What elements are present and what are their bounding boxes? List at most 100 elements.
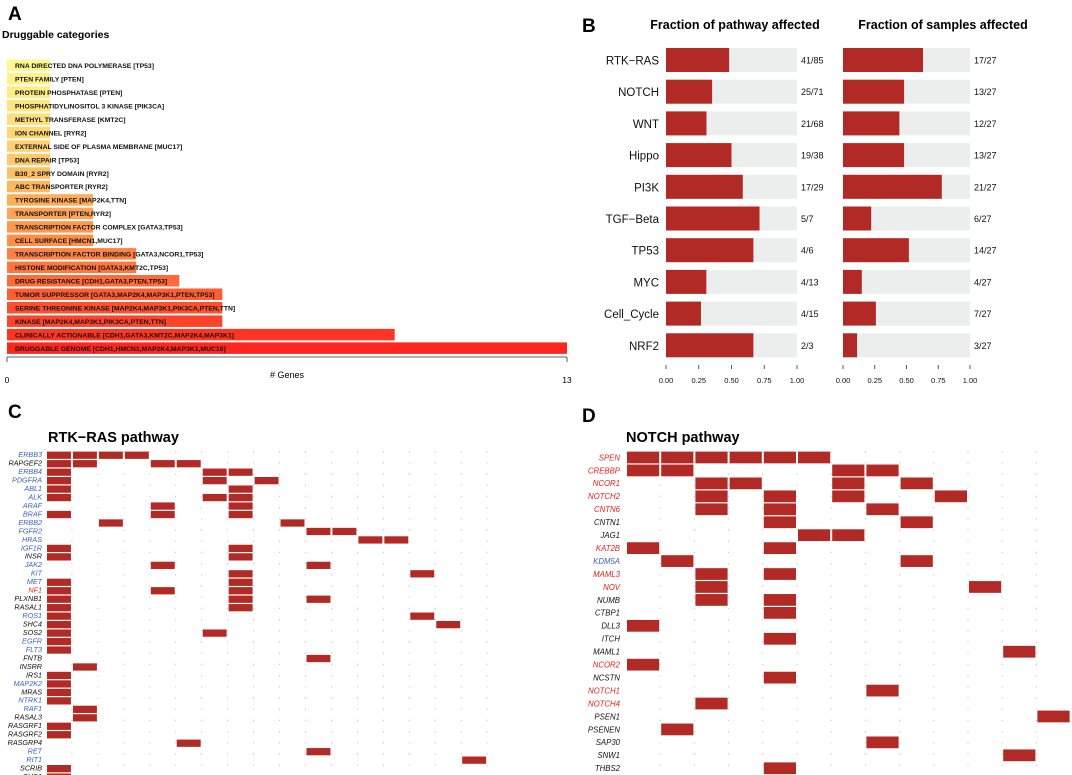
panel-c-alteration-map2k2 (47, 680, 71, 688)
panel-c-alteration-pdgfra (254, 477, 279, 485)
panel-c-alteration-jak2 (306, 561, 331, 569)
panel-a-xlabel: # Genes (270, 370, 305, 380)
panel-d-gene-label-notch2: NOTCH2 (588, 492, 621, 501)
panel-d-gene-label-notch4: NOTCH4 (588, 699, 621, 708)
panel-c-gene-label-erbb4: ERBB4 (18, 467, 42, 476)
panel-d-gene-label-snw1: SNW1 (597, 751, 620, 760)
panel-c-gene-label-rasgrf2: RASGRF2 (8, 730, 42, 739)
panel-b-category-cell-cycle: Cell_Cycle (604, 309, 659, 321)
panel-a-title: Druggable categories (2, 29, 110, 41)
panel-a-bar-label: B30_2 SPRY DOMAIN [RYR2] (15, 171, 109, 178)
panel-b-xtick-label: 0.75 (757, 376, 772, 385)
panel-d-alteration-spen (695, 451, 728, 464)
panel-c-gene-label-fntb: FNTB (23, 653, 42, 662)
panel-b-xtick-label: 0.00 (836, 376, 851, 385)
panel-a-bar-label: PTEN FAMILY [PTEN] (15, 76, 84, 83)
panel-c-gene-label-sos2: SOS2 (23, 628, 42, 637)
panel-b-category-rtk-ras: RTK−RAS (606, 56, 659, 68)
panel-a-bar-label: SERINE THREONINE KINASE [MAP2K4,MAP3K1,P… (15, 305, 235, 312)
panel-d-alteration-cntn1 (763, 516, 796, 529)
panel-d-gene-label-psen1: PSEN1 (594, 712, 620, 721)
panel-d-alteration-spen (627, 451, 660, 464)
panel-c-alteration-hras (384, 536, 409, 544)
panel-a-bar-cell-surface-hmcn1-muc17 (7, 234, 94, 247)
panel-c-alteration-braf (150, 510, 175, 519)
panel-b-xtick-label: 1.00 (963, 376, 978, 385)
panel-c-alteration-igf1r (228, 544, 253, 553)
panel-b-bar-pathway-wnt (666, 111, 707, 136)
panel-c-alteration-kit (228, 570, 253, 578)
panel-d-alteration-numb (695, 594, 728, 606)
panel-c-gene-label-alk: ALK (27, 492, 43, 501)
panel-a-bar-label: TRANSPORTER [PTEN,RYR2] (15, 211, 111, 218)
panel-d-alteration-thbs2 (763, 762, 796, 775)
panel-d-gene-label-thbs2: THBS2 (595, 764, 621, 773)
panel-d-alteration-crebbp (832, 464, 865, 477)
panel-d-alteration-ncstn (763, 671, 796, 684)
panel-c-gene-label-scrib: SCRIB (20, 763, 42, 772)
panel-b-value-label: 4/13 (801, 277, 819, 287)
panel-b-value-label: 3/27 (974, 341, 992, 351)
panel-c-alteration-rasal3 (72, 714, 97, 722)
panel-d-alteration-kdm5a (661, 555, 694, 567)
panel-d-alteration-cntn6 (866, 503, 899, 516)
panel-d-alteration-nov (969, 581, 1002, 593)
panel-c-alteration-mras (47, 688, 71, 697)
panel-b-value-label: 4/6 (801, 246, 814, 256)
panel-d-alteration-dll3 (627, 619, 660, 632)
panel-c-alteration-alk (228, 493, 253, 502)
panel-c-grid: ERBB3RAPGEF2ERBB4PDGFRAABL1ALKARAFBRAFER… (8, 450, 488, 775)
panel-b-bar-samples-wnt (843, 111, 900, 136)
panel-d-alteration-jag1 (798, 529, 831, 542)
panel-b-bar-samples-hippo (843, 143, 905, 168)
panel-b-value-label: 25/71 (801, 87, 824, 97)
panel-b-bg-samples (843, 269, 970, 294)
panel-d-alteration-spen (798, 451, 831, 464)
panel-c-alteration-ret (306, 748, 331, 756)
panel-a-bar-label: ION CHANNEL [RYR2] (15, 130, 86, 137)
panel-c-gene-label-ret: RET (28, 747, 43, 756)
panel-c-gene-label-shc4: SHC4 (23, 619, 42, 628)
panel-b-bar-pathway-hippo (666, 143, 732, 168)
panel-c-alteration-erbb2 (280, 519, 305, 527)
panel-label-a: A (8, 4, 22, 25)
panel-d-alteration-ncor2 (627, 658, 660, 671)
panel-a-bar-phosphatidylinositol-3-kinase-pik3ca (7, 99, 51, 112)
panel-a-bar-pten-family-pten (7, 72, 51, 85)
panel-a-bar-drug-resistance-cdh1-gata3-pten-tp53 (7, 275, 180, 287)
panel-b-title-left: Fraction of pathway affected (650, 18, 819, 32)
panel-d-alteration-cntn6 (763, 503, 796, 516)
panel-c-gene-label-raf1: RAF1 (24, 704, 42, 713)
panel-c-alteration-insr (47, 553, 71, 561)
panel-c-alteration-fntb (306, 654, 331, 663)
panel-a-bars: RNA DIRECTED DNA POLYMERASE [TP53] PTEN F… (7, 59, 567, 358)
panel-a-xtick-min: 0 (5, 375, 10, 385)
panel-b-category-tgf-beta: TGF−Beta (606, 214, 660, 226)
panel-c-alteration-erbb4 (202, 468, 227, 476)
panel-c-gene-label-kit: KIT (31, 569, 43, 578)
panel-c-gene-label-abl1: ABL1 (23, 484, 42, 493)
panel-b-xtick-label: 0.50 (724, 376, 739, 385)
panel-d-gene-label-maml3: MAML3 (593, 570, 621, 579)
panel-a-bar-label: TRANSCRIPTION FACTOR BINDING [GATA3,NCOR… (15, 252, 203, 259)
panel-a-bar-label: DRUGGABLE GENOME [CDH1,HMCN1,MAP2K4,MAP3… (15, 346, 226, 353)
panel-c-gene-label-erbb3: ERBB3 (18, 450, 42, 459)
panel-b-value-label: 21/68 (801, 119, 824, 129)
panel-b-bar-samples-notch (843, 79, 905, 104)
panel-b-xtick-label: 0.75 (931, 376, 946, 385)
panel-c-alteration-met (47, 578, 71, 586)
panel-c-gene-label-erbb2: ERBB2 (18, 518, 42, 527)
panel-a-bar-transporter-pten-ryr2 (7, 207, 94, 220)
panel-c-alteration-plxnb1 (306, 595, 331, 603)
panel-b-value-label: 17/29 (801, 182, 824, 192)
panel-c-gene-label-rasgrf1: RASGRF1 (8, 721, 42, 730)
panel-a-bar-kinase-map2k4-map3k1-pik3ca-pten-ttn (7, 315, 223, 327)
panel-c-alteration-scrib (47, 764, 71, 773)
panel-c-alteration-rasal1 (47, 604, 71, 612)
panel-c-gene-label-mras: MRAS (21, 687, 42, 696)
panel-c-gene-label-igf1r: IGF1R (21, 543, 42, 552)
panel-c-alteration-egfr (47, 637, 71, 646)
panel-d-alteration-maml3 (695, 568, 728, 580)
panel-b-value-label: 7/27 (974, 309, 992, 319)
panel-c-gene-label-araf: ARAF (22, 501, 43, 510)
